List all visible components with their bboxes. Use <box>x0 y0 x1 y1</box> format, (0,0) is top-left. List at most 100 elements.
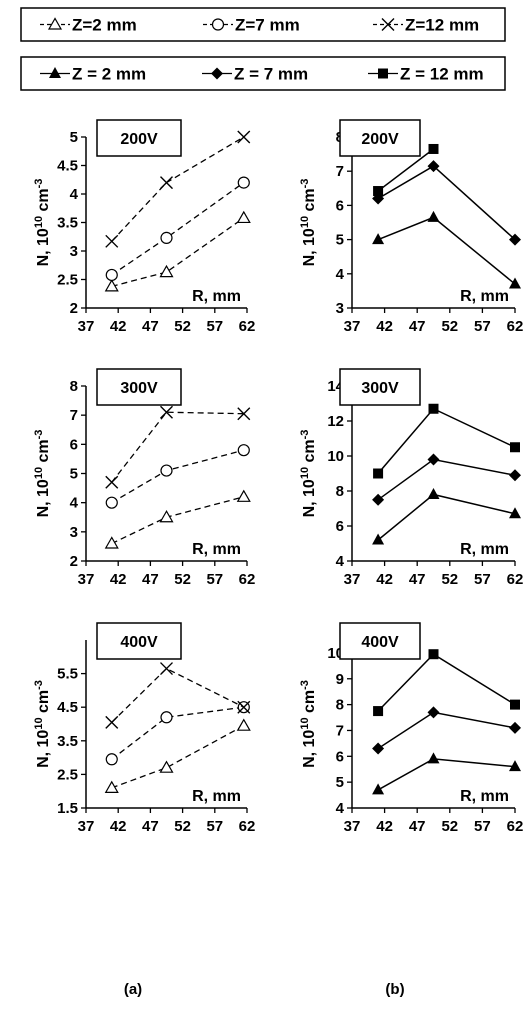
y-tick-label: 7 <box>70 407 78 424</box>
y-axis-title: N, 1010 cm-3 <box>299 430 318 518</box>
x-tick-label: 47 <box>142 818 159 835</box>
y-axis-title-main: N, 10 <box>35 479 52 517</box>
legend-marker-circle-open <box>211 18 225 31</box>
data-point-triangle-filled <box>372 233 385 245</box>
data-point-circle-open <box>237 176 250 189</box>
panel-title-box <box>339 622 421 660</box>
x-tick-label: 57 <box>474 818 491 835</box>
series-line-triangle-filled <box>377 758 516 791</box>
legend-entry-label: Z = 7 mm <box>234 65 308 84</box>
x-tick-label: 52 <box>174 571 191 588</box>
data-point-triangle-open <box>159 510 174 523</box>
legend-1: Z=2 mm Z=7 mm Z=12 mm <box>20 7 506 42</box>
data-point-cross <box>105 475 119 489</box>
y-tick-label: 2.5 <box>57 766 78 783</box>
x-axis-title: R, mm <box>460 788 509 805</box>
chart-panel-b-3: 4 5 6 7 8 9 10 37 42 47 52 57 62 R, mm N, 1010 cm-3 400… <box>299 622 523 835</box>
y-axis-title-unit-exponent: -3 <box>299 430 311 440</box>
series-line-diamond-filled <box>377 458 516 501</box>
legend-entry-label: Z=2 mm <box>72 16 137 35</box>
y-axis-title-unit: cm <box>35 690 52 718</box>
data-point-cross <box>160 662 173 676</box>
data-point-triangle-open <box>236 489 251 502</box>
y-axis-title-unit-exponent: -3 <box>33 179 45 189</box>
data-point-diamond-filled <box>372 742 385 755</box>
x-tick-label: 47 <box>409 318 426 335</box>
data-point-circle-open <box>237 444 250 457</box>
panel-title: 400V <box>361 634 399 651</box>
panel-title-box <box>339 368 421 406</box>
y-tick-label: 5 <box>70 466 78 483</box>
data-point-triangle-filled <box>427 752 440 764</box>
data-point-triangle-open <box>159 760 174 773</box>
series-line-square-filled <box>377 148 434 192</box>
x-tick-label: 57 <box>206 571 223 588</box>
y-axis-title-main: N, 10 <box>301 479 318 517</box>
data-point-diamond-filled <box>427 706 440 719</box>
data-point-circle-open <box>105 268 118 282</box>
y-axis-title-unit-exponent: -3 <box>33 430 45 440</box>
data-point-diamond-filled <box>509 721 521 734</box>
y-tick-label: 6 <box>70 436 78 453</box>
x-tick-label: 62 <box>239 571 256 588</box>
x-tick-label: 47 <box>142 571 159 588</box>
data-point-triangle-filled <box>427 488 440 499</box>
y-tick-label: 4.5 <box>57 699 78 716</box>
panel-title-box <box>96 368 182 406</box>
legend-marker-cross <box>381 18 395 31</box>
x-tick-label: 42 <box>376 571 393 588</box>
y-tick-label: 4 <box>336 800 345 817</box>
series-line-triangle-open <box>111 496 244 545</box>
panel-title-box <box>96 622 182 660</box>
data-point-triangle-open <box>104 279 119 292</box>
y-axis-title-exponent: 10 <box>33 216 45 228</box>
y-axis-title: N, 1010 cm-3 <box>33 179 52 267</box>
series-line-triangle-filled <box>377 493 516 541</box>
data-point-triangle-open <box>159 264 174 278</box>
panel-title: 300V <box>361 380 399 397</box>
y-axis-title-main: N, 10 <box>35 730 52 768</box>
y-tick-label: 12 <box>327 413 344 430</box>
data-point-triangle-filled <box>372 533 385 545</box>
data-point-circle-open <box>105 496 118 509</box>
x-tick-label: 47 <box>409 571 426 588</box>
y-tick-label: 7 <box>336 163 344 180</box>
y-tick-label: 8 <box>336 697 344 714</box>
y-tick-label: 3.5 <box>57 733 78 750</box>
y-axis-title-unit: cm <box>35 188 52 216</box>
y-tick-label: 5.5 <box>57 666 78 683</box>
panel-title-box <box>96 119 182 157</box>
y-axis-title-exponent: 10 <box>299 467 311 479</box>
legend-entry-label: Z=7 mm <box>235 16 300 35</box>
x-tick-label: 62 <box>507 571 524 588</box>
x-tick-label: 37 <box>78 818 95 835</box>
data-point-triangle-filled <box>509 277 521 289</box>
data-point-circle-open <box>160 711 173 724</box>
data-point-triangle-open <box>104 536 119 549</box>
y-tick-label: 4 <box>70 186 79 203</box>
chart-panel-a-2: 2 3 4 5 6 7 8 37 42 47 52 57 62 R, mm N, 1010 cm-3 300V <box>33 368 256 588</box>
legend-marker-square-filled <box>378 68 388 79</box>
x-axis-title: R, mm <box>192 788 241 805</box>
data-point-circle-open <box>160 231 173 244</box>
y-axis-title-unit-exponent: -3 <box>299 680 311 690</box>
data-point-cross <box>160 405 173 419</box>
y-tick-label: 2 <box>70 300 78 317</box>
panel-title-box <box>339 119 421 157</box>
data-point-triangle-filled <box>427 210 440 222</box>
y-tick-label: 3.5 <box>57 215 78 232</box>
y-tick-label: 1.5 <box>57 800 78 817</box>
x-tick-label: 57 <box>206 318 223 335</box>
data-point-square-filled <box>510 442 520 453</box>
y-axis-title-unit: cm <box>301 188 318 216</box>
panel-title: 300V <box>120 380 158 397</box>
x-tick-label: 42 <box>110 571 127 588</box>
series-line-cross <box>111 411 244 483</box>
legend-marker-triangle-filled <box>49 67 61 78</box>
y-tick-label: 4 <box>336 266 345 283</box>
x-tick-label: 42 <box>110 818 127 835</box>
chart-panel-a-1: 2 2.5 3 3.5 4 4.5 5 37 42 47 52 57 62 R, mm N, 1010 cm… <box>33 119 255 335</box>
data-point-cross <box>105 234 119 248</box>
data-point-square-filled <box>428 143 439 154</box>
